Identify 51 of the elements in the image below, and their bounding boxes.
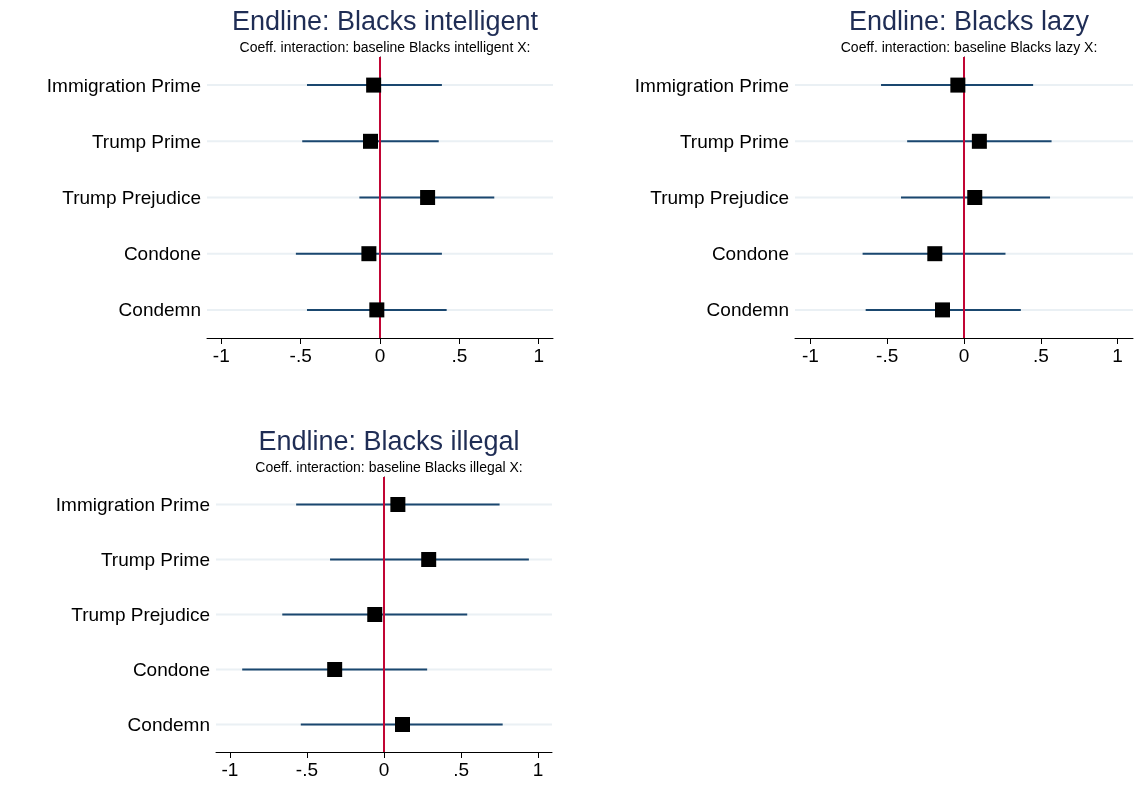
y-tick-label: Trump Prime xyxy=(91,130,201,152)
point xyxy=(421,552,437,567)
point xyxy=(395,717,410,732)
x-tick-label: 1 xyxy=(1112,345,1123,366)
x-tick-label: 1 xyxy=(532,759,544,780)
point xyxy=(361,246,377,262)
chart-subtitle: Coeff. interaction: baseline Blacks illegal X: xyxy=(255,459,523,475)
y-tick-label: Trump Prime xyxy=(679,130,789,152)
point xyxy=(390,497,406,512)
y-tick-label: Trump Prime xyxy=(100,549,210,570)
y-tick-label: Immigration Prime xyxy=(46,74,201,96)
chart-title: Endline: Blacks intelligent xyxy=(231,5,539,36)
x-tick-label: -.5 xyxy=(289,345,312,366)
y-tick-label: Immigration Prime xyxy=(634,74,789,96)
point xyxy=(369,302,385,318)
y-tick-label: Condone xyxy=(132,659,210,680)
y-tick-label: Condone xyxy=(123,243,201,265)
x-tick-label: .5 xyxy=(451,345,468,366)
x-tick-label: 0 xyxy=(374,345,386,366)
point xyxy=(420,190,436,205)
x-tick-label: -1 xyxy=(801,345,819,366)
y-tick-label: Condemn xyxy=(127,714,210,735)
point xyxy=(971,133,987,149)
point xyxy=(362,133,378,149)
y-tick-label: Trump Prejudice xyxy=(62,187,201,208)
chart-title: Endline: Blacks illegal xyxy=(258,425,520,456)
point xyxy=(367,607,383,622)
point xyxy=(934,302,950,318)
x-tick-label: .5 xyxy=(453,759,469,780)
chart-title: Endline: Blacks lazy xyxy=(848,5,1090,36)
point xyxy=(327,662,343,677)
x-tick-label: -.5 xyxy=(876,345,899,366)
point xyxy=(927,246,943,262)
chart-subtitle: Coeff. interaction: baseline Blacks lazy X: xyxy=(840,39,1098,55)
chart-subtitle: Coeff. interaction: baseline Blacks intelligent X: xyxy=(239,39,531,55)
y-tick-label: Condone xyxy=(711,243,789,265)
y-tick-label: Trump Prejudice xyxy=(71,604,210,625)
x-tick-label: 1 xyxy=(533,345,544,366)
x-tick-label: -1 xyxy=(212,345,230,366)
x-tick-label: 0 xyxy=(378,759,390,780)
point xyxy=(950,77,966,93)
y-tick-label: Trump Prejudice xyxy=(650,187,789,208)
point xyxy=(967,190,983,205)
point xyxy=(366,77,382,93)
x-tick-label: .5 xyxy=(1032,345,1049,366)
y-tick-label: Immigration Prime xyxy=(55,494,210,515)
y-tick-label: Condemn xyxy=(118,299,201,321)
x-tick-label: 0 xyxy=(958,345,970,366)
y-tick-label: Condemn xyxy=(706,299,789,321)
x-tick-label: -1 xyxy=(221,759,239,780)
x-tick-label: -.5 xyxy=(295,759,319,780)
